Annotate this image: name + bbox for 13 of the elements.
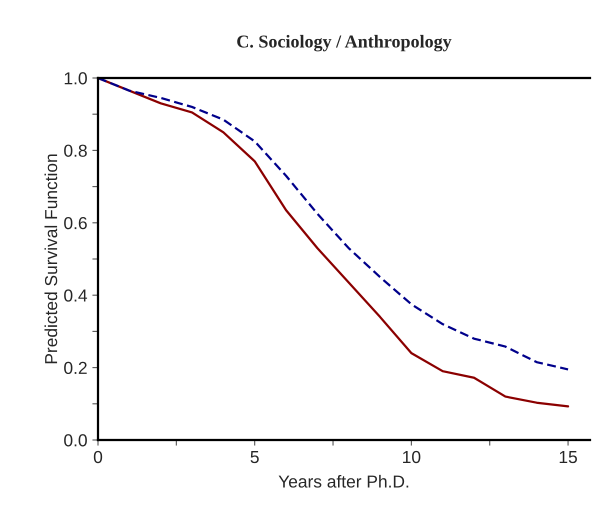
x-tick-label: 10 xyxy=(403,450,420,464)
text: 0.0 xyxy=(64,434,87,446)
x-tick-label: 0 xyxy=(94,450,102,464)
x-tick-label: 15 xyxy=(560,451,577,464)
y-tick-label: 0.8 xyxy=(64,144,87,157)
y-axis-title: Predicted Survival Function xyxy=(44,154,58,364)
y-tick-label: 0.4 xyxy=(64,289,88,302)
x-axis-title: Years after Ph.D. xyxy=(278,474,408,488)
chart-title: C. Sociology / Anthropology xyxy=(237,34,452,52)
y-tick-label: 0.2 xyxy=(64,362,87,374)
x-tick-label: 5 xyxy=(250,451,259,464)
y-tick-label: 1.0 xyxy=(64,72,87,84)
y-tick-label: 0.6 xyxy=(64,216,87,230)
